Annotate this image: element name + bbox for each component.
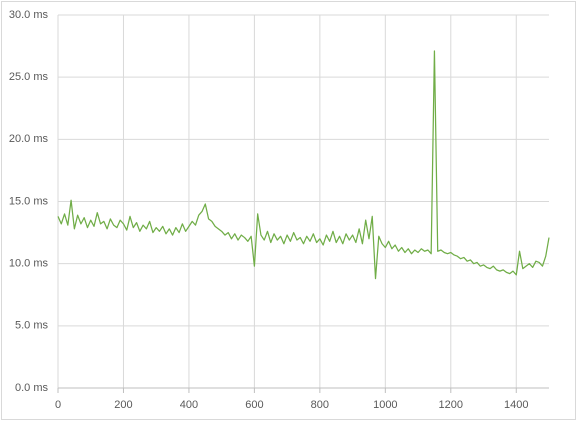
y-tick-label: 15.0 ms — [9, 195, 49, 207]
x-tick-label: 600 — [245, 399, 263, 411]
y-tick-label: 5.0 ms — [15, 320, 49, 332]
y-tick-label: 10.0 ms — [9, 258, 49, 270]
x-tick-label: 400 — [180, 399, 198, 411]
x-tick-label: 200 — [114, 399, 132, 411]
y-tick-label: 30.0 ms — [9, 9, 49, 21]
x-tick-label: 0 — [55, 399, 61, 411]
data-line — [57, 50, 550, 280]
x-tick-label: 1000 — [373, 399, 397, 411]
y-tick-label: 20.0 ms — [9, 133, 49, 145]
y-tick-label: 25.0 ms — [9, 71, 49, 83]
x-tick-label: 1200 — [439, 399, 463, 411]
chart-border — [1, 1, 576, 420]
y-tick-label: 0.0 ms — [15, 382, 49, 394]
x-tick-label: 800 — [311, 399, 329, 411]
x-tick-label: 1400 — [504, 399, 528, 411]
